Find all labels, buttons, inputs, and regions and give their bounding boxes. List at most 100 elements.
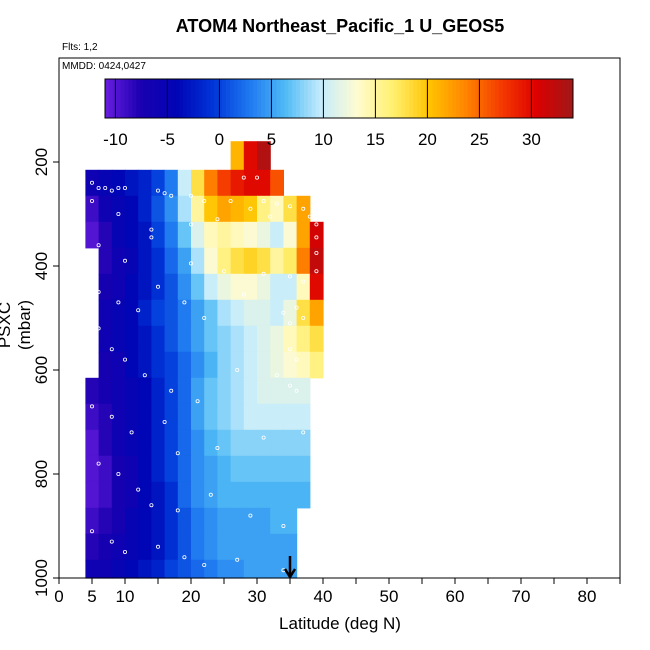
- sample-point: [215, 217, 220, 222]
- heatmap-cell: [283, 247, 298, 275]
- heatmap-cell: [164, 481, 179, 509]
- sample-point: [248, 206, 253, 211]
- heatmap-cell: [296, 481, 311, 509]
- colorbar-segment: [378, 79, 383, 118]
- heatmap-cell: [257, 403, 271, 431]
- colorbar-segment: [561, 79, 566, 118]
- colorbar-segment: [549, 79, 554, 118]
- colorbar-segment: [296, 79, 301, 118]
- sample-point: [248, 513, 253, 518]
- heatmap-cell: [257, 507, 271, 535]
- heatmap-cell: [85, 429, 100, 457]
- sample-point: [182, 555, 187, 560]
- heatmap-cell: [270, 299, 284, 327]
- heatmap-cell: [98, 247, 113, 275]
- colorbar-segment: [358, 79, 363, 118]
- heatmap-cell: [111, 481, 126, 509]
- heatmap-cell: [125, 247, 139, 275]
- heatmap-cell: [177, 221, 192, 249]
- heatmap-cell: [151, 377, 166, 405]
- colorbar-segment: [128, 79, 133, 118]
- heatmap-cell: [230, 247, 245, 275]
- heatmap-cell: [204, 403, 218, 431]
- sample-point: [123, 550, 128, 555]
- sample-point: [241, 292, 246, 297]
- heatmap-cell: [85, 559, 100, 579]
- heatmap-cell: [151, 507, 166, 535]
- sample-point: [90, 180, 95, 185]
- heatmap-cell: [164, 273, 179, 301]
- sample-point: [261, 271, 266, 276]
- heatmap-cell: [164, 325, 179, 353]
- sample-point: [182, 300, 187, 305]
- colorbar-segment: [510, 79, 515, 118]
- heatmap-cell: [257, 169, 271, 197]
- heatmap-cell: [191, 455, 205, 483]
- colorbar-segment: [350, 79, 356, 118]
- heatmap-cell: [270, 325, 284, 353]
- heatmap-cell: [243, 351, 258, 379]
- heatmap-cell: [138, 507, 152, 535]
- sample-point: [268, 214, 273, 219]
- heatmap-cell: [177, 325, 192, 353]
- heatmap-cell: [217, 351, 232, 379]
- heatmap-cell: [138, 221, 152, 249]
- colorbar-segment: [175, 79, 180, 118]
- heatmap-cell: [138, 377, 152, 405]
- heatmap-cell: [243, 533, 258, 561]
- heatmap-cell: [230, 273, 245, 301]
- heatmap-cell: [138, 247, 152, 275]
- sample-point: [96, 243, 101, 248]
- heatmap-cell: [164, 559, 179, 579]
- sample-point: [307, 214, 312, 219]
- sample-point: [142, 373, 147, 378]
- heatmap-cell: [283, 533, 298, 561]
- heatmap-cell: [243, 559, 258, 579]
- heatmap-cell: [230, 351, 245, 379]
- x-tick-label: 80: [578, 587, 597, 606]
- heatmap-cell: [138, 351, 152, 379]
- heatmap-cell: [230, 141, 245, 171]
- heatmap-cell: [257, 221, 271, 249]
- heatmap-cell: [243, 299, 258, 327]
- sample-point: [116, 300, 121, 305]
- sample-point: [188, 222, 193, 227]
- colorbar-segment: [456, 79, 461, 118]
- sample-point: [314, 222, 319, 227]
- colorbar-segment: [467, 79, 473, 118]
- colorbar-segment: [210, 79, 215, 118]
- heatmap-cell: [257, 351, 271, 379]
- heatmap-cell: [98, 507, 113, 535]
- heatmap-cell: [283, 325, 298, 353]
- heatmap-cell: [217, 403, 232, 431]
- colorbar-segment: [448, 79, 453, 118]
- heatmap-cell: [111, 455, 126, 483]
- sample-point: [109, 414, 114, 419]
- colorbar-tick-label: -5: [160, 130, 175, 149]
- sample-point: [188, 261, 193, 266]
- heatmap-cell: [191, 273, 205, 301]
- heatmap-cell: [230, 559, 245, 579]
- heatmap-cell: [217, 455, 232, 483]
- heatmap-cell: [204, 377, 218, 405]
- colorbar-segment: [522, 79, 527, 118]
- heatmap-cell: [151, 325, 166, 353]
- colorbar-segment: [198, 79, 203, 118]
- colorbar-segment: [569, 79, 574, 118]
- heatmap-cell: [283, 377, 298, 405]
- heatmap-cell: [138, 403, 152, 431]
- colorbar-segment: [163, 79, 168, 118]
- colorbar-segment: [557, 79, 562, 118]
- colorbar-segment: [253, 79, 258, 118]
- x-tick-label: 0: [54, 587, 63, 606]
- sample-point: [90, 198, 95, 203]
- colorbar-segment: [257, 79, 262, 118]
- sample-point: [155, 544, 160, 549]
- sample-point: [169, 193, 174, 198]
- sample-point: [169, 388, 174, 393]
- heatmap-cell: [164, 533, 179, 561]
- colorbar-segment: [292, 79, 297, 118]
- heatmap-cell: [204, 299, 218, 327]
- heatmap-cell: [270, 481, 284, 509]
- y-tick-label: 800: [32, 460, 51, 488]
